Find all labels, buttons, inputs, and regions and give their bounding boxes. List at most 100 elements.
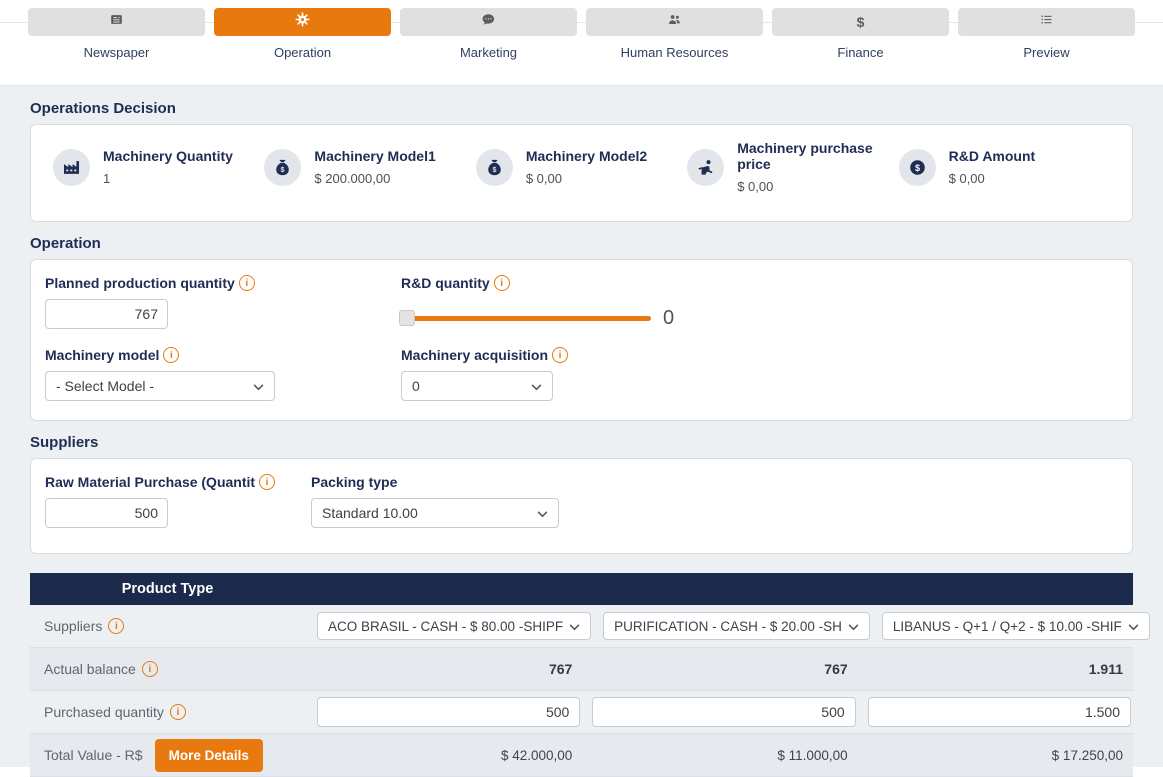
stat-label: Machinery purchase price	[737, 140, 873, 172]
chevron-down-icon	[253, 378, 264, 394]
money-bag-icon: $	[264, 148, 302, 186]
machinery-model-field: Machinery model - Select Model -	[45, 347, 401, 401]
table-row-total-value: Total Value - R$ More Details $ 42.000,0…	[30, 734, 1133, 777]
stat-machinery-model1: $ Machinery Model1 $ 200.000,00	[264, 140, 475, 194]
more-details-button[interactable]: More Details	[154, 738, 263, 772]
packing-type-label: Packing type	[311, 474, 398, 490]
product-type-table: Product Type Suppliers ACO BRASIL - CASH…	[30, 573, 1150, 777]
tab-human-resources: Human Resources	[586, 8, 763, 60]
stat-rd-amount: $ R&D Amount $ 0,00	[898, 140, 1110, 194]
suppliers-panel: Raw Material Purchase (Quantit Packing t…	[30, 458, 1133, 554]
chevron-down-icon	[848, 619, 859, 634]
tab-operation-button[interactable]	[214, 8, 391, 36]
actual-balance-value-3: 1.911	[1088, 661, 1123, 677]
tab-preview-button[interactable]	[958, 8, 1135, 36]
info-icon[interactable]	[259, 474, 276, 490]
factory-icon	[53, 148, 90, 186]
supplier-select-1[interactable]: ACO BRASIL - CASH - $ 80.00 -SHIPF	[317, 612, 592, 640]
actual-balance-row-label: Actual balance	[44, 661, 136, 677]
rd-quantity-label: R&D quantity	[401, 275, 490, 291]
tab-human-resources-button[interactable]	[586, 8, 763, 36]
total-value-1: $ 42.000,00	[501, 747, 573, 763]
chevron-down-icon	[1128, 619, 1139, 634]
operation-panel: Planned production quantity R&D quantity…	[30, 259, 1133, 421]
tab-finance-button[interactable]: $	[772, 8, 949, 36]
operations-decision-title: Operations Decision	[30, 100, 176, 117]
product-type-header-title: Product Type	[121, 581, 214, 597]
info-icon[interactable]	[108, 618, 125, 634]
info-icon[interactable]	[163, 347, 180, 363]
actual-balance-value-2: 767	[824, 661, 848, 677]
stat-label: Machinery Model2	[525, 148, 648, 164]
product-type-header: Product Type	[30, 573, 1133, 605]
rd-quantity-value: 0	[663, 307, 675, 329]
tab-preview-label: Preview	[1023, 45, 1070, 60]
svg-text:$: $	[492, 165, 496, 173]
svg-text:$: $	[281, 165, 285, 173]
tab-newspaper: Newspaper	[28, 8, 205, 60]
slider-handle[interactable]	[399, 310, 415, 326]
tab-marketing-button[interactable]	[400, 8, 577, 36]
users-icon	[667, 12, 682, 32]
stat-value: $ 200.000,00	[314, 171, 391, 186]
tab-bar: Newspaper Operation Marketing	[0, 0, 1163, 86]
newspaper-icon	[109, 12, 124, 32]
dollar-coin-icon: $	[898, 148, 936, 186]
tab-finance: $ Finance	[772, 8, 949, 60]
tab-human-resources-label: Human Resources	[620, 45, 729, 60]
machinery-acquisition-field: Machinery acquisition 0	[401, 347, 1118, 401]
tab-newspaper-button[interactable]	[28, 8, 205, 36]
chevron-down-icon	[569, 619, 580, 634]
list-icon	[1039, 12, 1054, 32]
person-reading-icon	[687, 148, 725, 186]
stat-label: R&D Amount	[948, 148, 1036, 164]
planned-production-label: Planned production quantity	[45, 275, 235, 291]
info-icon[interactable]	[552, 347, 569, 363]
suppliers-title: Suppliers	[30, 434, 99, 451]
operations-decision-panel: Machinery Quantity 1 $ Machinery Model1 …	[30, 124, 1133, 222]
machinery-acquisition-label: Machinery acquisition	[401, 347, 549, 363]
table-row-suppliers: Suppliers ACO BRASIL - CASH - $ 80.00 -S…	[30, 605, 1150, 648]
stat-value: $ 0,00	[948, 171, 985, 186]
svg-text:$: $	[915, 162, 920, 172]
operation-title: Operation	[30, 235, 101, 252]
rd-quantity-slider[interactable]	[399, 310, 651, 326]
total-value-row-label: Total Value - R$	[44, 747, 143, 763]
table-row-actual-balance: Actual balance 767 767 1.911	[30, 648, 1133, 691]
tab-operation-label: Operation	[273, 45, 332, 60]
purchased-quantity-input-1[interactable]	[317, 697, 581, 727]
info-icon[interactable]	[493, 275, 510, 291]
stat-machinery-quantity: Machinery Quantity 1	[53, 140, 264, 194]
machinery-model-select[interactable]: - Select Model -	[45, 371, 275, 401]
actual-balance-value-1: 767	[548, 661, 573, 677]
machinery-acquisition-select[interactable]: 0	[401, 371, 553, 401]
stat-machinery-model2: $ Machinery Model2 $ 0,00	[475, 140, 687, 194]
purchased-quantity-input-2[interactable]	[592, 697, 856, 727]
info-icon[interactable]	[238, 275, 255, 291]
total-value-2: $ 11.000,00	[777, 747, 848, 763]
raw-material-label: Raw Material Purchase (Quantit	[45, 474, 256, 490]
stat-machinery-purchase-price: Machinery purchase price $ 0,00	[687, 140, 898, 194]
stat-label: Machinery Model1	[314, 148, 436, 164]
suppliers-row-label: Suppliers	[44, 618, 103, 634]
chevron-down-icon	[537, 505, 548, 521]
info-icon[interactable]	[141, 661, 158, 677]
main-content: Operations Decision Machinery Quantity 1…	[0, 86, 1163, 777]
tab-marketing: Marketing	[400, 8, 577, 60]
total-value-3: $ 17.250,00	[1051, 747, 1123, 763]
planned-production-field: Planned production quantity	[45, 275, 401, 330]
supplier-select-3[interactable]: LIBANUS - Q+1 / Q+2 - $ 10.00 -SHIF	[881, 612, 1150, 640]
info-icon[interactable]	[169, 704, 186, 720]
gear-icon	[295, 12, 310, 32]
supplier-select-2[interactable]: PURIFICATION - CASH - $ 20.00 -SH	[603, 612, 870, 640]
money-bag-icon: $	[475, 148, 513, 186]
rd-quantity-field: R&D quantity 0	[399, 275, 1118, 330]
planned-production-input[interactable]	[45, 299, 168, 329]
raw-material-input[interactable]	[45, 498, 168, 528]
packing-type-select[interactable]: Standard 10.00	[311, 498, 559, 528]
stat-label: Machinery Quantity	[103, 148, 233, 164]
stat-value: $ 0,00	[737, 179, 774, 194]
tab-connector-line	[0, 22, 1163, 23]
comment-icon	[481, 12, 496, 32]
purchased-quantity-input-3[interactable]	[867, 697, 1131, 727]
